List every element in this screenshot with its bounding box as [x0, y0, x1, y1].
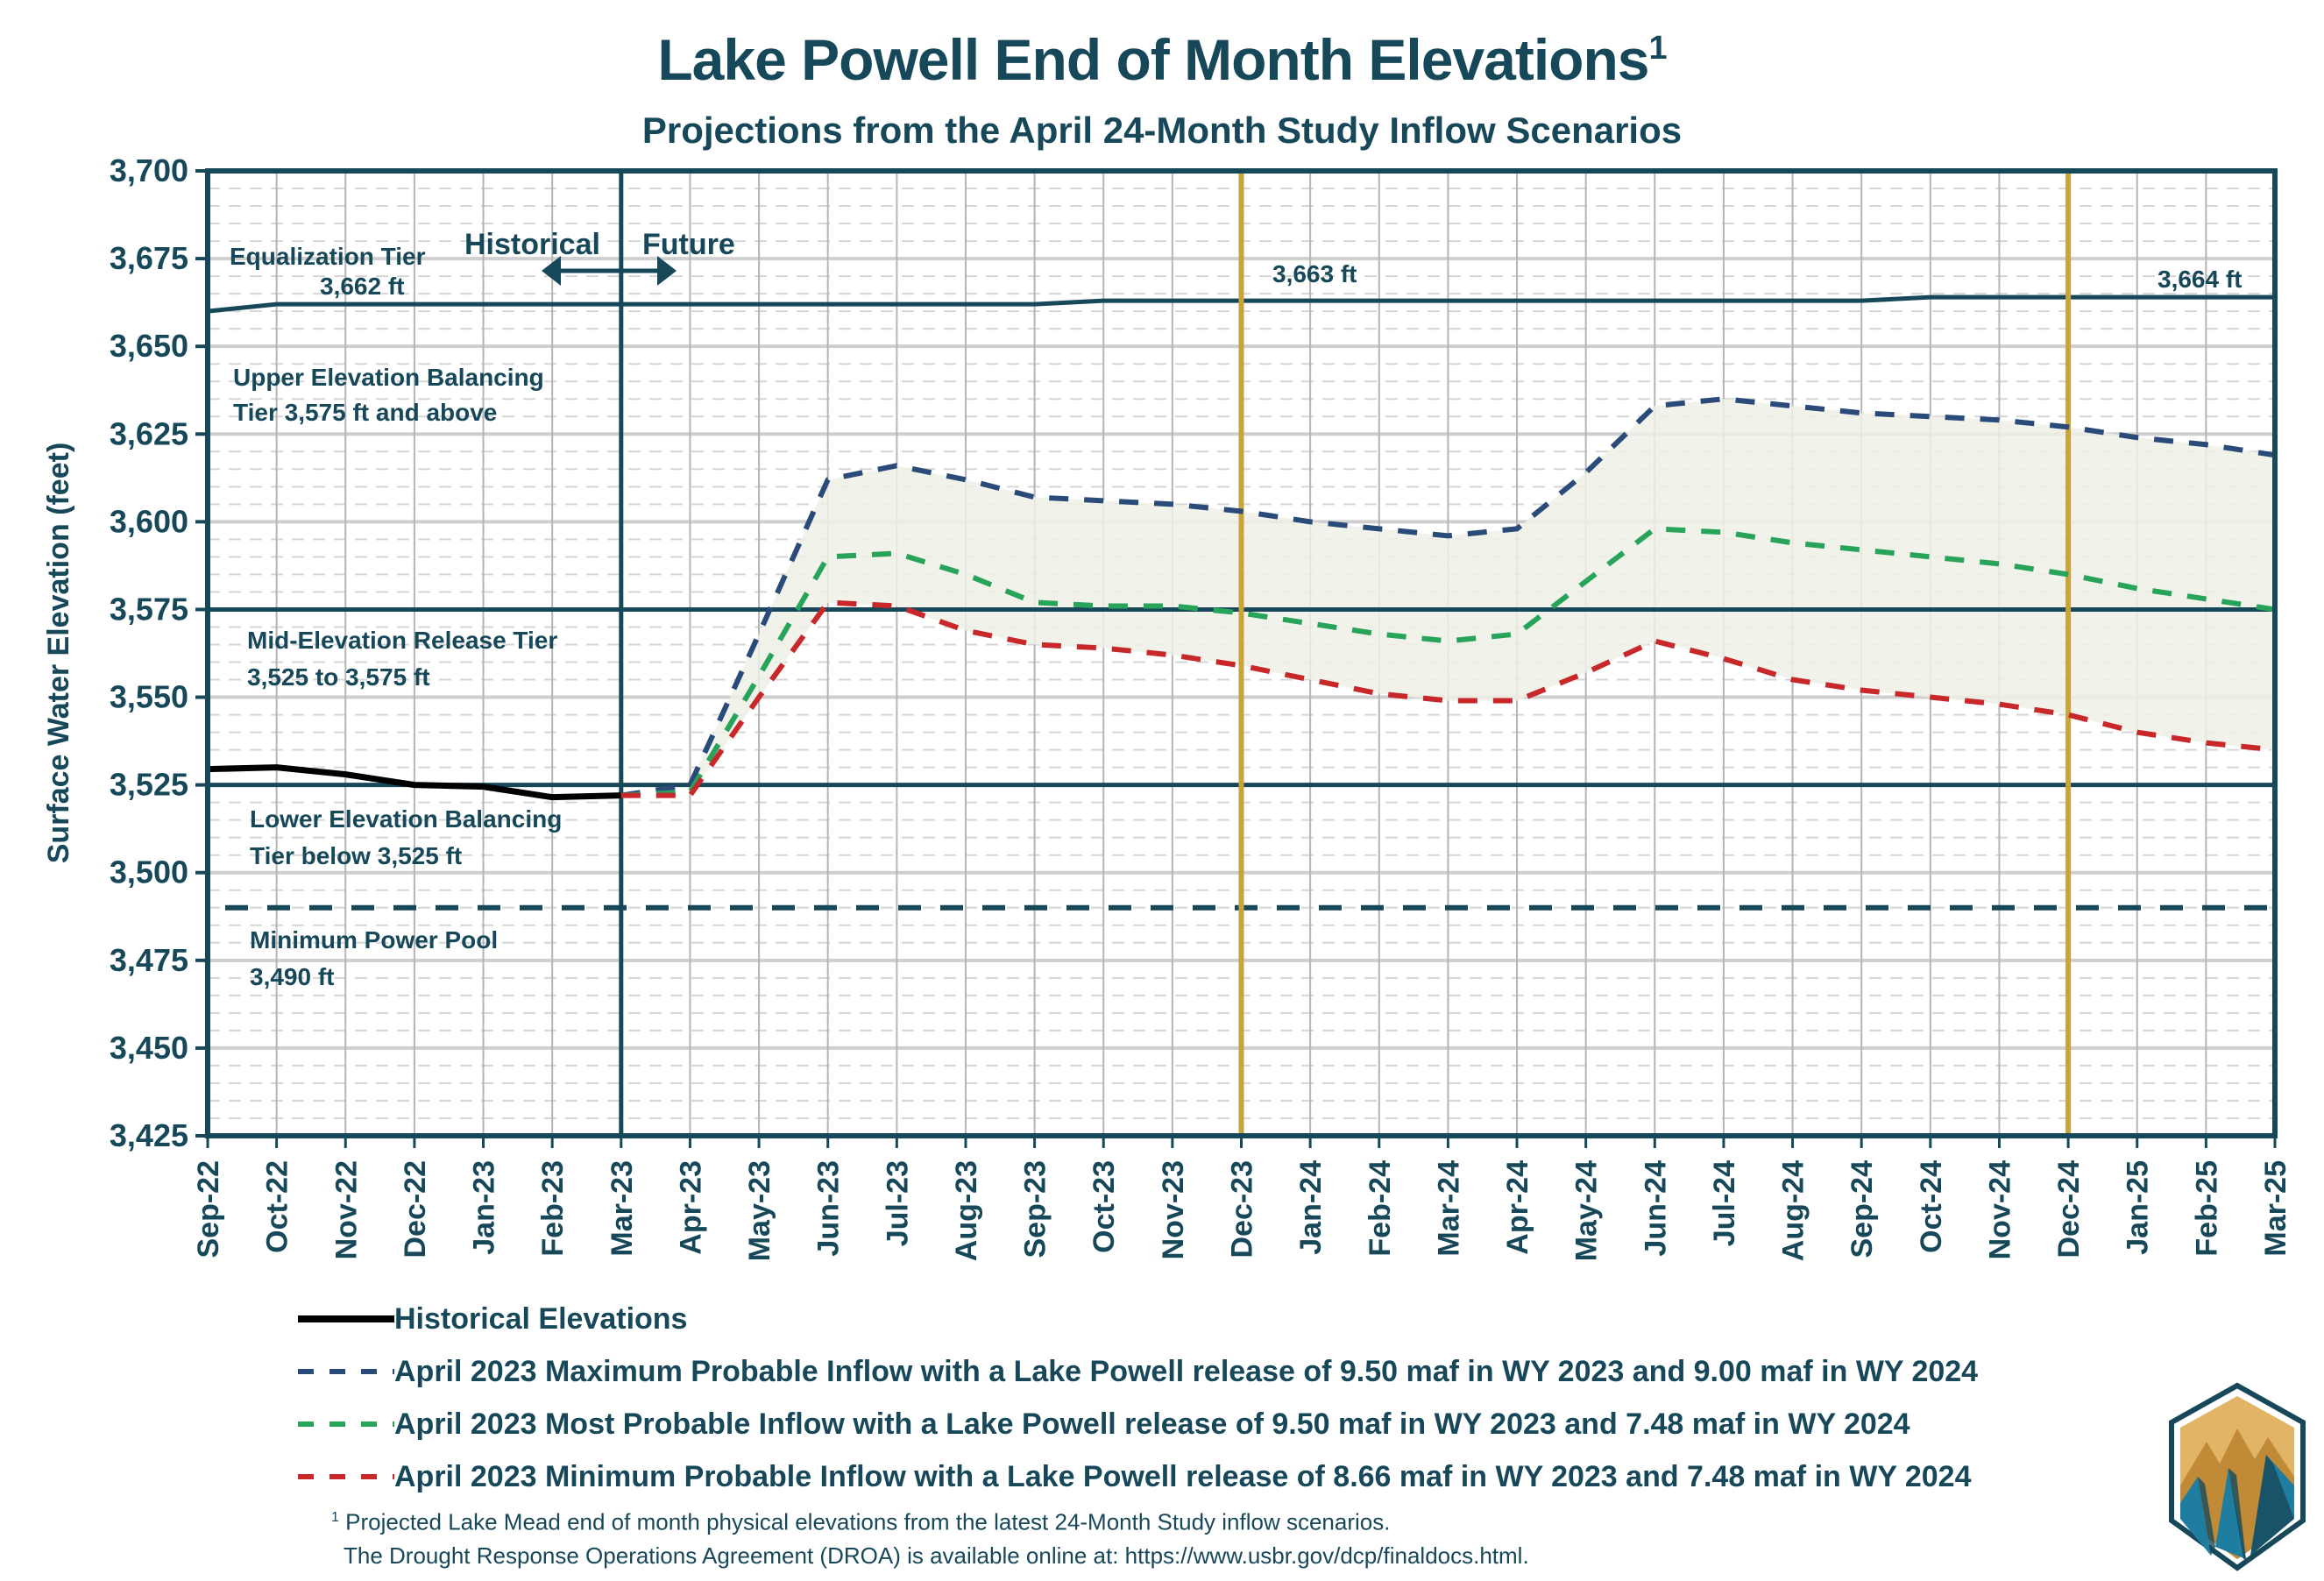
- legend-label: April 2023 Most Probable Inflow with a L…: [394, 1407, 1910, 1441]
- x-tick-label: Dec-22: [399, 1160, 432, 1258]
- series-lines: [207, 396, 2276, 801]
- y-tick-label: 3,650: [110, 328, 188, 364]
- footnote-line-1: 1 Projected Lake Mead end of month physi…: [331, 1501, 1529, 1539]
- footnote: 1 Projected Lake Mead end of month physi…: [331, 1501, 1529, 1572]
- series-line-maximum: [620, 396, 2276, 798]
- annotation-future: Future: [642, 228, 735, 261]
- legend-swatch: [298, 1421, 394, 1427]
- x-tick-label: Dec-24: [2052, 1160, 2086, 1258]
- x-tick-label: Jun-23: [812, 1160, 846, 1257]
- x-tick-label: Jul-23: [881, 1160, 914, 1246]
- x-tick-label: Feb-24: [1364, 1160, 1397, 1257]
- x-tick-label: Apr-24: [1501, 1160, 1534, 1255]
- x-tick-label: Mar-24: [1432, 1160, 1465, 1257]
- annotation-upper-tier-2: Tier 3,575 ft and above: [233, 399, 497, 426]
- legend-item-most: April 2023 Most Probable Inflow with a L…: [298, 1398, 1978, 1450]
- legend-swatch: [298, 1315, 394, 1322]
- x-tick-label: Mar-23: [606, 1160, 639, 1257]
- annotation-equalization-value-2: 3,663 ft: [1272, 260, 1357, 287]
- y-tick-label: 3,425: [110, 1117, 188, 1153]
- x-tick-label: Oct-22: [261, 1160, 294, 1253]
- annotation-min-pool-2: 3,490 ft: [250, 963, 335, 990]
- legend-item-historical: Historical Elevations: [298, 1293, 1978, 1345]
- annotation-equalization-tier: Equalization Tier: [230, 243, 426, 270]
- x-tick-label: Jul-24: [1708, 1160, 1741, 1246]
- projection-band: [690, 399, 2275, 796]
- x-tick-label: Sep-23: [1019, 1160, 1052, 1258]
- legend: Historical Elevations April 2023 Maximum…: [298, 1293, 1978, 1503]
- x-tick-label: Mar-25: [2259, 1160, 2292, 1257]
- x-tick-label: Sep-22: [192, 1160, 225, 1258]
- x-tick-label: Nov-24: [1983, 1160, 2016, 1259]
- chart-subtitle: Projections from the April 24-Month Stud…: [641, 110, 1683, 151]
- annotation-equalization-value-3: 3,664 ft: [2157, 266, 2243, 293]
- legend-label: April 2023 Minimum Probable Inflow with …: [394, 1459, 1972, 1493]
- annotation-historical: Historical: [464, 228, 600, 261]
- footnote-text-2: The Drought Response Operations Agreemen…: [344, 1542, 1529, 1569]
- legend-label: Historical Elevations: [394, 1301, 688, 1336]
- x-tick-label: Sep-24: [1846, 1160, 1879, 1258]
- footnote-text-1: Projected Lake Mead end of month physica…: [345, 1508, 1391, 1535]
- legend-label: April 2023 Maximum Probable Inflow with …: [394, 1354, 1979, 1388]
- x-tick-label: Feb-23: [536, 1160, 570, 1257]
- x-tick-label: May-23: [743, 1160, 776, 1261]
- y-tick-label: 3,700: [110, 152, 188, 188]
- reclamation-logo-icon: [2169, 1382, 2306, 1571]
- annotation-mid-tier-1: Mid-Elevation Release Tier: [247, 627, 557, 654]
- chart-title-text: Lake Powell End of Month Elevations: [657, 27, 1649, 92]
- y-tick-label: 3,625: [110, 415, 188, 451]
- chart-svg: 3,425 3,450 3,475 3,500 3,525 3,550 3,575 3,600…: [42, 152, 2292, 1261]
- legend-item-maximum: April 2023 Maximum Probable Inflow with …: [298, 1345, 1978, 1398]
- x-tick-label: Dec-23: [1226, 1160, 1259, 1258]
- title-footnote-marker: 1: [1648, 30, 1668, 67]
- annotation-lower-tier-2: Tier below 3,525 ft: [250, 842, 462, 869]
- x-tick-label: Jan-25: [2122, 1160, 2155, 1255]
- series-line-historical: [207, 764, 621, 801]
- footnote-marker: 1: [331, 1510, 339, 1525]
- y-tick-label: 3,575: [110, 591, 188, 627]
- y-tick-label: 3,500: [110, 854, 188, 890]
- annotation-equalization-value: 3,662 ft: [320, 273, 405, 300]
- legend-swatch: [298, 1369, 394, 1374]
- x-tick-label: Apr-23: [674, 1160, 707, 1255]
- axes: 3,425 3,450 3,475 3,500 3,525 3,550 3,575 3,600…: [110, 152, 2292, 1261]
- projection-range-band: [690, 399, 2275, 796]
- y-tick-label: 3,600: [110, 503, 188, 539]
- y-axis-label: Surface Water Elevation (feet): [42, 443, 75, 864]
- x-tick-label: May-24: [1570, 1160, 1604, 1261]
- annotation-upper-tier-1: Upper Elevation Balancing: [233, 364, 544, 391]
- x-tick-label: Feb-25: [2190, 1160, 2223, 1257]
- legend-swatch: [298, 1474, 394, 1479]
- annotation-mid-tier-2: 3,525 to 3,575 ft: [247, 663, 430, 691]
- y-tick-label: 3,550: [110, 679, 188, 715]
- x-tick-label: Oct-24: [1915, 1160, 1948, 1253]
- y-tick-label: 3,475: [110, 942, 188, 978]
- y-tick-label: 3,675: [110, 240, 188, 276]
- annotation-min-pool-1: Minimum Power Pool: [250, 926, 498, 954]
- y-tick-label: 3,450: [110, 1030, 188, 1066]
- x-tick-label: Aug-23: [950, 1160, 983, 1261]
- footnote-line-2: The Drought Response Operations Agreemen…: [331, 1539, 1529, 1572]
- x-tick-label: Oct-23: [1088, 1160, 1121, 1253]
- x-tick-label: Nov-22: [329, 1160, 363, 1259]
- annotations: Equalization Tier 3,662 ft 3,663 ft 3,66…: [230, 228, 2243, 990]
- x-tick-label: Nov-23: [1157, 1160, 1190, 1259]
- chart-title: Lake Powell End of Month Elevations1: [0, 26, 2324, 93]
- reference-lines: [207, 171, 2275, 1136]
- x-tick-label: Jan-24: [1294, 1160, 1328, 1255]
- annotation-lower-tier-1: Lower Elevation Balancing: [250, 805, 562, 833]
- x-tick-label: Jan-23: [468, 1160, 501, 1255]
- x-tick-label: Aug-24: [1777, 1160, 1810, 1261]
- x-tick-label: Jun-24: [1639, 1160, 1672, 1257]
- historical-future-arrow: [542, 256, 677, 286]
- y-tick-label: 3,525: [110, 767, 188, 803]
- legend-item-minimum: April 2023 Minimum Probable Inflow with …: [298, 1450, 1978, 1503]
